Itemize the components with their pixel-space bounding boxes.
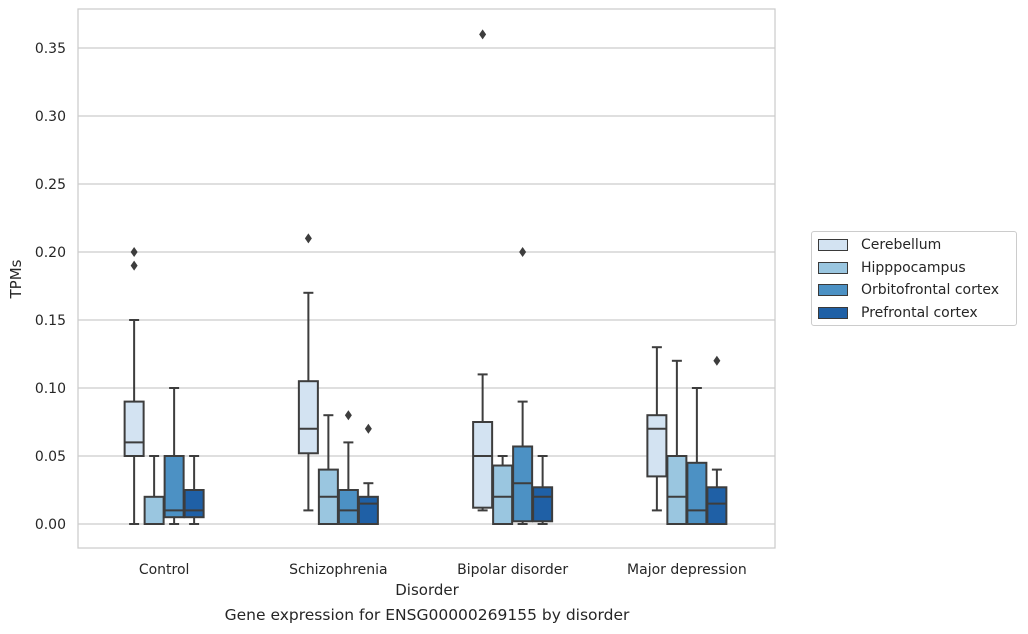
chart-caption: Gene expression for ENSG00000269155 by d… <box>224 606 630 624</box>
box-cerebellum <box>123 247 145 525</box>
y-tick-label: 0.20 <box>35 245 66 261</box>
y-axis-label: TPMs <box>7 259 25 299</box>
y-tick-label: 0.30 <box>35 109 66 125</box>
legend-label: Hipppocampus <box>861 259 966 276</box>
box-cerebellum <box>646 346 668 512</box>
legend-swatch <box>818 306 848 319</box>
y-tick-labels: 0.00 0.05 0.10 0.15 0.20 0.25 0.30 0.35 <box>35 41 66 533</box>
box-prefrontal-cortex <box>706 355 728 525</box>
legend-item: Prefrontal cortex <box>818 303 978 323</box>
y-tick-label: 0.15 <box>35 313 66 329</box>
y-tick-label: 0.25 <box>35 177 66 193</box>
box-cerebellum <box>297 233 319 512</box>
box-hipppocampus <box>492 455 514 525</box>
legend-item: Hipppocampus <box>818 258 966 278</box>
outlier-point <box>519 247 527 257</box>
box-iqr <box>686 461 708 525</box>
x-tick-label: Major depression <box>627 562 747 578</box>
box-iqr <box>666 455 688 525</box>
box-iqr <box>143 495 165 525</box>
box-iqr <box>163 455 185 519</box>
box-iqr <box>337 489 359 525</box>
boxes <box>123 29 728 526</box>
legend-item: Orbitofrontal cortex <box>818 280 999 300</box>
box-iqr <box>646 414 668 478</box>
box-hipppocampus <box>143 455 165 525</box>
box-orbitofrontal-cortex <box>337 410 359 525</box>
y-tick-label: 0.10 <box>35 381 66 397</box>
outlier-point <box>713 355 721 366</box>
box-iqr <box>123 400 145 458</box>
x-tick-label: Schizophrenia <box>289 562 387 578</box>
outlier-point <box>304 233 312 244</box>
x-tick-label: Bipolar disorder <box>457 562 568 578</box>
legend-swatch <box>818 261 848 274</box>
y-tick-label: 0.00 <box>35 517 66 533</box>
box-iqr <box>297 380 319 455</box>
box-iqr <box>706 486 728 525</box>
legend: Cerebellum Hipppocampus Orbitofrontal cort… <box>811 231 1017 326</box>
legend-label: Orbitofrontal cortex <box>861 282 999 298</box>
box-prefrontal-cortex <box>532 455 554 525</box>
legend-item: Cerebellum <box>818 235 941 255</box>
box-iqr <box>492 464 514 525</box>
y-tick-label: 0.35 <box>35 41 66 57</box>
box-prefrontal-cortex <box>183 455 205 525</box>
outlier-point <box>479 29 487 40</box>
gridlines <box>78 47 775 525</box>
outlier-point <box>130 247 138 257</box>
box-iqr <box>472 421 494 509</box>
legend-label: Prefrontal cortex <box>861 304 978 321</box>
x-tick-label: Control <box>139 562 190 578</box>
legend-label: Cerebellum <box>861 237 942 253</box>
box-iqr <box>183 489 205 519</box>
box-orbitofrontal-cortex <box>512 247 534 525</box>
outlier-point <box>130 260 138 271</box>
box-cerebellum <box>472 29 494 512</box>
legend-swatch <box>818 284 848 296</box>
box-iqr <box>532 486 554 523</box>
x-axis-label: Disorder <box>395 581 459 599</box>
box-hipppocampus <box>666 359 688 525</box>
plot-area-frame <box>77 8 776 549</box>
box-prefrontal-cortex <box>357 423 379 525</box>
y-tick-label: 0.05 <box>35 449 66 465</box>
box-orbitofrontal-cortex <box>163 387 185 525</box>
legend-swatch <box>818 239 848 251</box>
x-tick-labels: Control Schizophrenia Bipolar disorder Majo… <box>139 562 747 578</box>
box-iqr <box>357 495 379 525</box>
outlier-point <box>364 423 372 434</box>
outlier-point <box>344 410 352 421</box>
box-hipppocampus <box>317 414 339 526</box>
